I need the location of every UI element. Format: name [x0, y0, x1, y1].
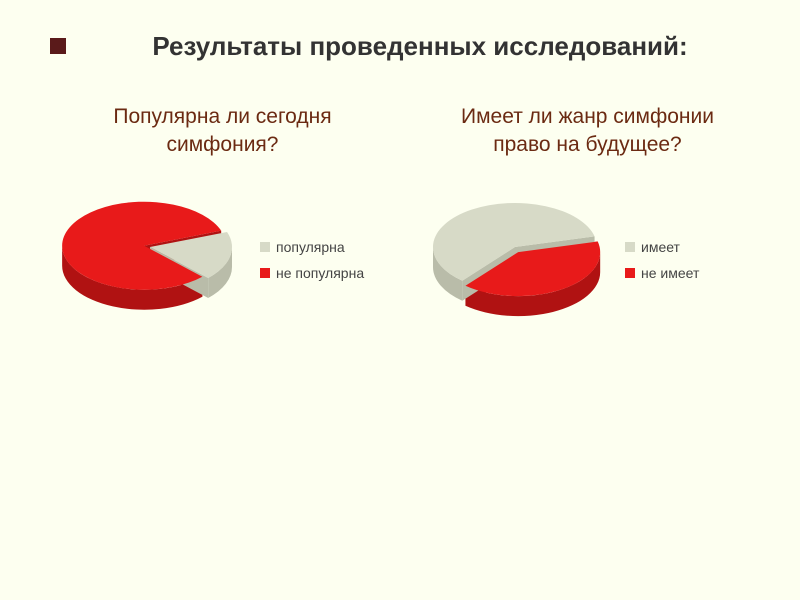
legend-swatch-icon [260, 268, 270, 278]
legend-swatch-icon [260, 242, 270, 252]
chart-right-area: имеет не имеет [415, 187, 760, 332]
chart-left-area: популярна не популярна [50, 187, 395, 332]
title-bullet-icon [50, 38, 66, 54]
pie-right-svg [415, 187, 615, 327]
legend-item: популярна [260, 239, 364, 255]
legend-swatch-icon [625, 268, 635, 278]
chart-right: Имеет ли жанр симфонии право на будущее?… [415, 103, 760, 333]
pie-left-svg [50, 187, 250, 327]
legend-swatch-icon [625, 242, 635, 252]
legend-item: не имеет [625, 265, 699, 281]
chart-left-pie [50, 187, 250, 332]
legend-label: не популярна [276, 265, 364, 281]
chart-left-question: Популярна ли сегодня симфония? [67, 103, 378, 160]
chart-right-pie [415, 187, 615, 332]
legend-label: не имеет [641, 265, 699, 281]
page-title: Результаты проведенных исследований: [80, 30, 760, 63]
chart-left-legend: популярна не популярна [260, 239, 364, 281]
slide: Результаты проведенных исследований: Поп… [0, 0, 800, 600]
legend-label: популярна [276, 239, 345, 255]
legend-item: не популярна [260, 265, 364, 281]
charts-row: Популярна ли сегодня симфония? популярна… [50, 103, 760, 333]
legend-label: имеет [641, 239, 680, 255]
chart-right-legend: имеет не имеет [625, 239, 699, 281]
title-row: Результаты проведенных исследований: [50, 30, 760, 63]
legend-item: имеет [625, 239, 699, 255]
chart-right-question: Имеет ли жанр симфонии право на будущее? [432, 103, 743, 160]
chart-left: Популярна ли сегодня симфония? популярна… [50, 103, 395, 333]
